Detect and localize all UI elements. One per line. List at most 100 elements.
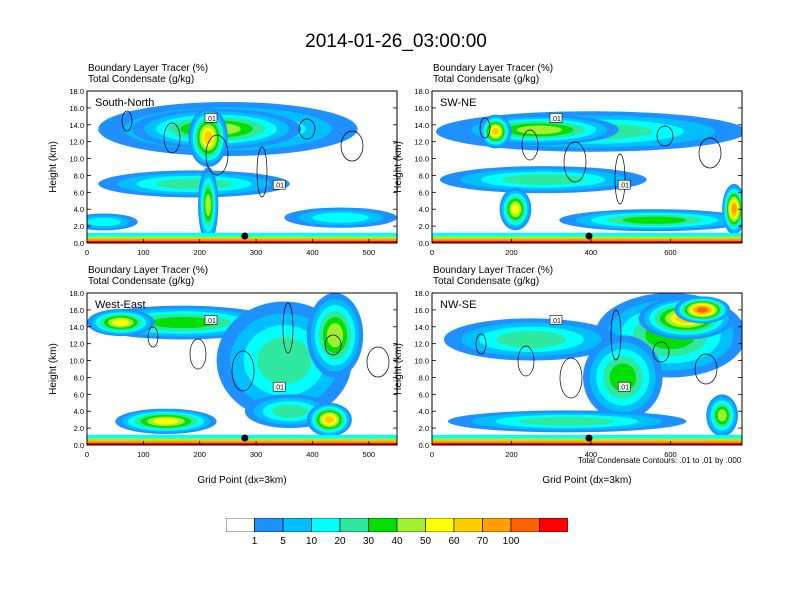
plot-frame: [86, 292, 398, 446]
panel-name: SW-NE: [440, 97, 476, 109]
plot-svg: .01 .01 NW-SE 0.0 2.0 4.0 6.0 8.0 10.0 12.0 14.0 16…: [393, 289, 743, 486]
x-tick-label: 200: [193, 450, 206, 459]
colorbar-swatch: [539, 518, 568, 532]
panel-name: NW-SE: [440, 299, 476, 311]
boundary-layer-band: [87, 240, 397, 243]
plot-area: .01 .01 West-East 0.0 2.0 4.0 6.0 8.0 10.0 12.0 14…: [48, 289, 398, 486]
y-tick-label: 14.0: [414, 121, 429, 130]
y-tick-label: 4.0: [419, 407, 429, 416]
y-tick-label: 18.0: [414, 87, 429, 96]
colorbar-swatch: [425, 518, 455, 532]
y-axis-label: Height (km): [393, 141, 404, 193]
condensate-contour-line: [189, 338, 207, 370]
boundary-layer-band: [432, 240, 742, 243]
y-axis-label: Height (km): [48, 343, 59, 395]
x-tick-label: 100: [137, 248, 150, 257]
condensate-contour-line: [298, 118, 316, 140]
x-tick-label: 0: [85, 450, 89, 459]
x-tick-label: 600: [664, 248, 677, 257]
tracer-contour-fill: [519, 416, 615, 426]
panel-name: West-East: [95, 299, 146, 311]
y-tick-label: 6.0: [74, 188, 84, 197]
tracer-contour-fill: [516, 125, 563, 135]
condensate-contour-line: [475, 333, 487, 355]
plot-frame: [86, 90, 398, 244]
tracer-field: [87, 293, 397, 445]
condensate-contour-line: [521, 129, 539, 161]
y-tick-label: 4.0: [74, 407, 84, 416]
y-tick-label: 10.0: [69, 357, 84, 366]
condensate-contour-line: [479, 117, 491, 139]
panel-name: South-North: [95, 97, 154, 109]
y-tick-label: 4.0: [419, 205, 429, 214]
condensate-contour-line: [563, 141, 587, 183]
y-tick-label: 8.0: [419, 373, 429, 382]
contour-label-box: [549, 113, 563, 123]
panel-sw-ne: Boundary Layer Tracer (%) Total Condensat…: [393, 63, 743, 291]
y-tick-label: 18.0: [69, 87, 84, 96]
x-tick-label: 300: [250, 248, 263, 257]
tracer-contour-fill: [87, 217, 121, 227]
colorbar-tick-label: 1: [251, 536, 258, 547]
x-tick-label: 400: [306, 450, 319, 459]
y-axis-label: Height (km): [393, 343, 404, 395]
panel-header-tracer: Boundary Layer Tracer (%): [88, 265, 209, 276]
y-tick-label: 16.0: [69, 104, 84, 113]
contour-label-box: [204, 315, 218, 325]
x-tick-label: 400: [585, 450, 598, 459]
condensate-contour-line: [652, 341, 670, 363]
tracer-contour-fill: [717, 409, 727, 422]
contour-footnote: Total Condensate Contours: .01 to .01 by…: [578, 456, 742, 465]
y-tick-label: 14.0: [69, 121, 84, 130]
tracer-contour-fill: [112, 319, 130, 326]
x-tick-label: 300: [250, 450, 263, 459]
y-tick-label: 14.0: [69, 323, 84, 332]
contour-label-box: [549, 315, 563, 325]
contour-label-box: [204, 113, 218, 123]
tracer-contour-fill: [697, 307, 708, 313]
y-tick-label: 16.0: [69, 306, 84, 315]
tracer-contour-fill: [271, 404, 308, 418]
tracer-contour-fill: [622, 216, 687, 224]
condensate-contour-line: [614, 153, 626, 205]
contour-label-box: [272, 179, 286, 190]
y-tick-label: 12.0: [414, 138, 429, 147]
boundary-layer-band: [87, 442, 397, 445]
x-tick-label: 0: [430, 248, 434, 257]
tracer-contour-fill: [496, 331, 567, 348]
condensate-contour-line: [698, 137, 722, 169]
plot-frame: [431, 292, 743, 446]
colorbar-swatch: [396, 518, 426, 532]
condensate-contour-line: [282, 302, 294, 354]
y-tick-label: 16.0: [414, 104, 429, 113]
colorbar-swatch: [339, 518, 369, 532]
x-tick-label: 500: [363, 450, 376, 459]
y-tick-label: 12.0: [414, 340, 429, 349]
tracer-contour-fill: [511, 203, 520, 215]
colorbar-swatch: [368, 518, 398, 532]
location-marker: [241, 232, 249, 240]
tracer-contour-fill: [205, 194, 212, 216]
condensate-contour-line: [559, 357, 583, 399]
contour-label: .01: [206, 116, 216, 123]
colorbar-tick-label: 100: [502, 536, 520, 547]
x-tick-label: 100: [137, 450, 150, 459]
condensate-contour-line: [656, 125, 674, 147]
tracer-contour-fill: [501, 174, 585, 186]
y-tick-label: 18.0: [69, 289, 84, 298]
colorbar-tick-label: 30: [362, 536, 375, 547]
y-tick-label: 2.0: [74, 424, 84, 433]
y-tick-label: 2.0: [419, 424, 429, 433]
x-tick-label: 200: [505, 450, 518, 459]
panel-header-tracer: Boundary Layer Tracer (%): [433, 63, 554, 74]
condensate-contour-line: [517, 345, 535, 377]
colorbar-swatch: [254, 518, 284, 532]
tracer-contour-fill: [153, 418, 179, 425]
y-tick-label: 10.0: [414, 357, 429, 366]
condensate-contour-line: [163, 122, 181, 154]
panel-header-condensate: Total Condensate (g/kg): [433, 276, 540, 287]
y-tick-label: 6.0: [74, 390, 84, 399]
y-tick-label: 0.0: [419, 239, 429, 248]
tracer-field: [87, 101, 397, 243]
panel-header-condensate: Total Condensate (g/kg): [88, 74, 195, 85]
